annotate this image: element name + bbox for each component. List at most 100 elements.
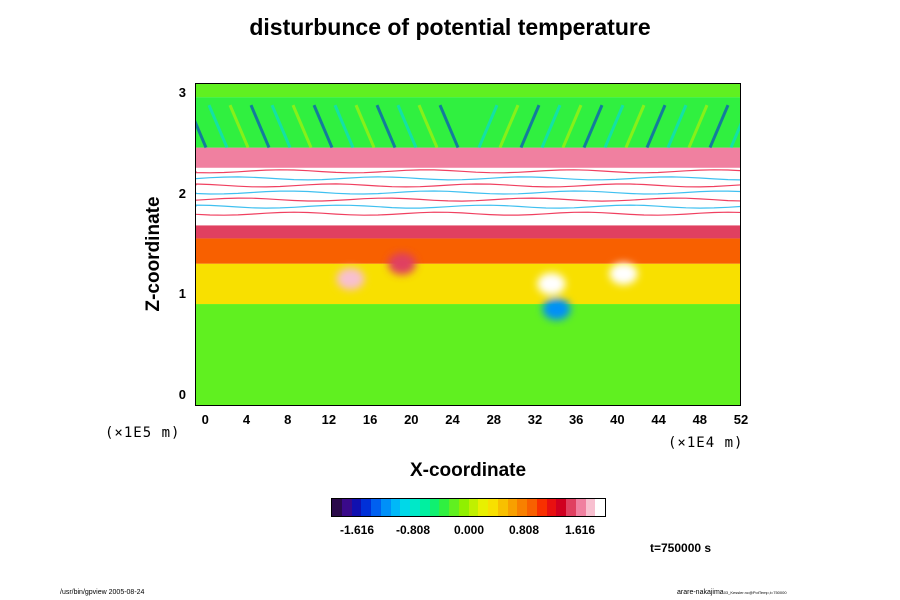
colorbar-swatch [419,499,430,516]
wave-streak [417,104,439,149]
wave-streak [645,104,667,149]
field-feature [336,267,365,290]
wave-streak [666,104,688,149]
x-tick-label: 4 [242,412,251,427]
wave-streak [729,122,740,149]
field-band [196,217,740,226]
x-axis-label: X-coordinate [409,460,527,481]
footer-left: /usr/bin/gpview 2005-08-24 [60,589,145,596]
colorbar-swatch [332,499,342,516]
wave-streak [291,104,313,149]
y-tick-label: 2 [178,186,186,201]
x-tick-label: 44 [651,412,666,427]
field-stripe [196,183,740,188]
wave-streak [624,104,646,149]
wave-streak [540,104,562,149]
wave-streak [196,120,208,149]
footer-right-main: arare-nakajima [677,589,724,596]
wave-streak [477,104,499,149]
colorbar-swatch [380,499,391,516]
colorbar-swatch [449,499,459,516]
colorbar-swatch [595,499,605,516]
colorbar [331,498,606,517]
field-feature [537,272,566,295]
colorbar-swatch [390,499,401,516]
x-tick-label: 8 [284,412,292,427]
plot-area [195,83,741,406]
field-stripe [196,204,740,209]
colorbar-swatch [458,499,469,516]
wave-streak [375,104,397,149]
wave-streak [498,104,520,149]
wave-streak [519,104,541,149]
field-band [196,304,740,405]
field-feature [609,262,638,285]
colorbar-swatch [527,499,537,516]
wave-streak [333,104,355,149]
wave-streak [207,104,229,149]
field-feature [542,298,571,321]
colorbar-label: 0.000 [453,523,485,537]
field-stripe [196,169,740,174]
colorbar-swatch [556,499,566,516]
wave-streak [249,104,271,149]
wave-streak [603,104,625,149]
wave-streak [582,104,604,149]
wave-streak [687,104,709,149]
colorbar-swatch [439,499,449,516]
field-band [196,263,740,305]
x-tick-label: 40 [610,412,625,427]
field-band [196,238,740,264]
y-axis-label: Z-coordinate [143,196,164,312]
footer-right: arare-nakajima03_Kessler.nc@PotTemp,t=75… [677,589,787,596]
colorbar-swatch [507,499,518,516]
y-tick-label: 3 [178,85,186,100]
wave-streak [312,104,334,149]
x-tick-label: 32 [527,412,543,427]
colorbar-swatch [566,499,576,516]
x-tick-label: 36 [568,412,584,427]
colorbar-swatch [468,499,479,516]
field-band [196,84,740,98]
colorbar-swatch [478,499,488,516]
x-tick-label: 28 [486,412,502,427]
field-stripe [196,211,740,216]
x-tick-label: 52 [733,412,749,427]
time-label: t=750000 s [650,541,712,555]
wave-streak [561,104,583,149]
colorbar-swatch [361,499,371,516]
x-tick-label: 0 [201,412,209,427]
colorbar-label: -0.808 [395,523,431,537]
x-tick-label: 48 [692,412,708,427]
field-band [196,225,740,239]
field-stripe [196,176,740,181]
x-unit-label: (×1E4 m) [668,435,744,451]
colorbar-swatch [429,499,440,516]
colorbar-swatch [575,499,586,516]
colorbar-label: 1.616 [564,523,596,537]
wave-streak [438,104,460,149]
y-tick-label: 1 [178,286,186,301]
x-tick-label: 20 [404,412,419,427]
footer-right-small: 03_Kessler.nc@PotTemp,t=750000 [723,590,787,595]
y-unit-label: (×1E5 m) [105,425,181,441]
wave-streak [708,104,730,149]
colorbar-swatch [546,499,557,516]
field-stripe [196,190,740,195]
x-tick-label: 16 [362,412,378,427]
colorbar-swatch [371,499,381,516]
wave-streak [228,104,250,149]
x-tick-label: 24 [445,412,460,427]
colorbar-swatch [517,499,527,516]
colorbar-label: -1.616 [339,523,375,537]
colorbar-label: 0.808 [508,523,540,537]
colorbar-swatch [400,499,410,516]
colorbar-swatch [410,499,420,516]
colorbar-swatch [351,499,362,516]
y-tick-label: 0 [178,387,186,402]
wave-streak [354,104,376,149]
wave-streak [270,104,292,149]
colorbar-swatch [497,499,508,516]
wave-streak [396,104,418,149]
colorbar-swatch [488,499,498,516]
